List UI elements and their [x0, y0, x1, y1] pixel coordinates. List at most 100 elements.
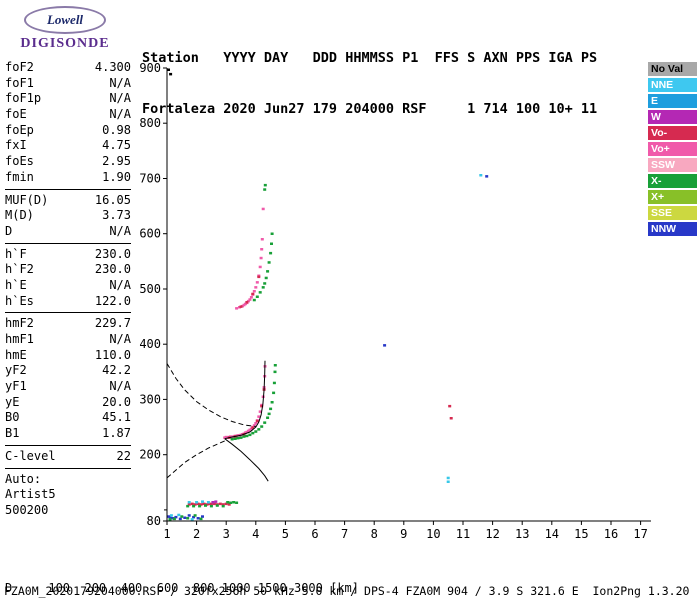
y-tick-label: 700	[139, 172, 161, 186]
param-label: foF1p	[5, 91, 42, 106]
param-label: B1	[5, 426, 20, 441]
logo-lowell-text: Lowell	[46, 12, 84, 27]
param-label: B0	[5, 410, 20, 425]
param-label: foF2	[5, 60, 34, 74]
echo-point	[239, 436, 243, 439]
echo-point	[211, 501, 215, 504]
echo-point	[186, 517, 190, 520]
echo-point	[202, 502, 206, 506]
param-value: 122.0	[94, 293, 131, 308]
echo-point	[266, 270, 270, 273]
status-bar: FZA0M_2020179204000.RSF / 320fx256h 50 k…	[4, 584, 690, 598]
echo-point	[242, 435, 246, 438]
echo-point	[169, 514, 173, 517]
echo-point	[236, 436, 240, 440]
echo-point	[212, 502, 216, 506]
param-row: C-level 22	[5, 449, 131, 465]
legend-item-ssw: SSW	[648, 158, 697, 172]
echo-point	[257, 428, 261, 431]
echo-point	[245, 301, 249, 304]
echo-point	[263, 282, 267, 285]
y-tick-label: 600	[139, 227, 161, 241]
y-tick-label: 400	[139, 337, 161, 351]
echo-point	[192, 504, 196, 508]
param-value: 0.98	[102, 122, 131, 137]
param-row: hmE 110.0	[5, 348, 131, 364]
legend-item-no-val: No Val	[648, 62, 697, 76]
param-value: 42.2	[102, 363, 131, 378]
echo-point	[187, 501, 191, 504]
echo-point	[226, 501, 230, 504]
param-label: foF1	[5, 75, 34, 90]
param-separator	[5, 444, 131, 446]
param-row: h`F2 230.0	[5, 262, 131, 278]
echo-point	[167, 68, 170, 71]
echo-point	[272, 391, 276, 395]
param-separator	[5, 467, 131, 469]
param-row: MUF(D) 16.05	[5, 193, 131, 209]
param-value: 4.75	[102, 138, 131, 153]
param-value: 110.0	[94, 347, 131, 362]
echo-point	[260, 425, 264, 428]
y-tick-label: 500	[139, 282, 161, 296]
param-label: yF1	[5, 379, 27, 394]
param-row: hmF1 N/A	[5, 332, 131, 348]
legend-item-w: W	[648, 110, 697, 124]
param-label: yF2	[5, 363, 27, 378]
x-tick-label: 3	[223, 527, 230, 541]
legend-item-x-: X-	[648, 174, 697, 188]
param-label: fmin	[5, 169, 34, 184]
echo-point	[270, 242, 273, 245]
x-tick-label: 9	[400, 527, 407, 541]
echo-point	[245, 434, 249, 438]
fitted-trace-curve	[224, 360, 266, 440]
param-value: N/A	[109, 277, 131, 292]
param-label: fxI	[5, 138, 27, 153]
param-label: h`Es	[5, 293, 34, 308]
echo-point	[485, 175, 489, 178]
echo-point	[230, 438, 234, 441]
station-header-values: Fortaleza 2020 Jun27 179 204000 RSF 1 71…	[142, 101, 598, 117]
echo-point	[257, 415, 261, 418]
echo-point	[192, 515, 196, 519]
param-label: D	[5, 223, 13, 238]
x-tick-label: 6	[311, 527, 318, 541]
param-row: Auto:	[5, 472, 131, 488]
param-value: 1.90	[102, 169, 131, 184]
echo-point	[251, 426, 255, 429]
param-value: 16.05	[94, 192, 131, 207]
distance-row: D 100 200 400 600 800 1000 1500 3000 [km…	[5, 581, 360, 595]
param-row: hmF2 229.7	[5, 316, 131, 332]
lowell-digisonde-logo: Lowell DIGISONDE	[10, 6, 120, 52]
echo-point	[254, 430, 258, 433]
y-tick-label: 300	[139, 392, 161, 406]
legend-item-x+: X+	[648, 190, 697, 204]
param-row: foF1 N/A	[5, 76, 131, 92]
echo-point	[174, 515, 178, 519]
station-header-columns: Station YYYY DAY DDD HHMMSS P1 FFS S AXN…	[142, 50, 598, 66]
x-tick-label: 12	[485, 527, 499, 541]
echo-point	[255, 281, 259, 284]
param-label: foEp	[5, 122, 34, 137]
x-tick-label: 5	[282, 527, 289, 541]
echo-point	[169, 72, 173, 76]
echo-point	[172, 517, 176, 521]
param-value: 3.73	[102, 208, 131, 223]
param-value: N/A	[109, 91, 131, 106]
echo-point	[260, 404, 264, 408]
legend-item-sse: SSE	[648, 206, 697, 220]
echo-point	[196, 502, 200, 506]
param-label: hmE	[5, 347, 27, 362]
param-value: N/A	[109, 223, 131, 238]
echo-point	[258, 410, 262, 413]
echo-point	[263, 183, 267, 187]
param-value: N/A	[109, 379, 131, 394]
param-row: Artist5	[5, 487, 131, 503]
param-value: 22	[116, 448, 131, 463]
echo-point	[186, 504, 190, 508]
legend-item-vo+: Vo+	[648, 142, 697, 156]
x-tick-label: 7	[341, 527, 348, 541]
echo-point	[269, 251, 273, 255]
echo-point	[252, 298, 256, 302]
echo-point	[263, 421, 267, 424]
